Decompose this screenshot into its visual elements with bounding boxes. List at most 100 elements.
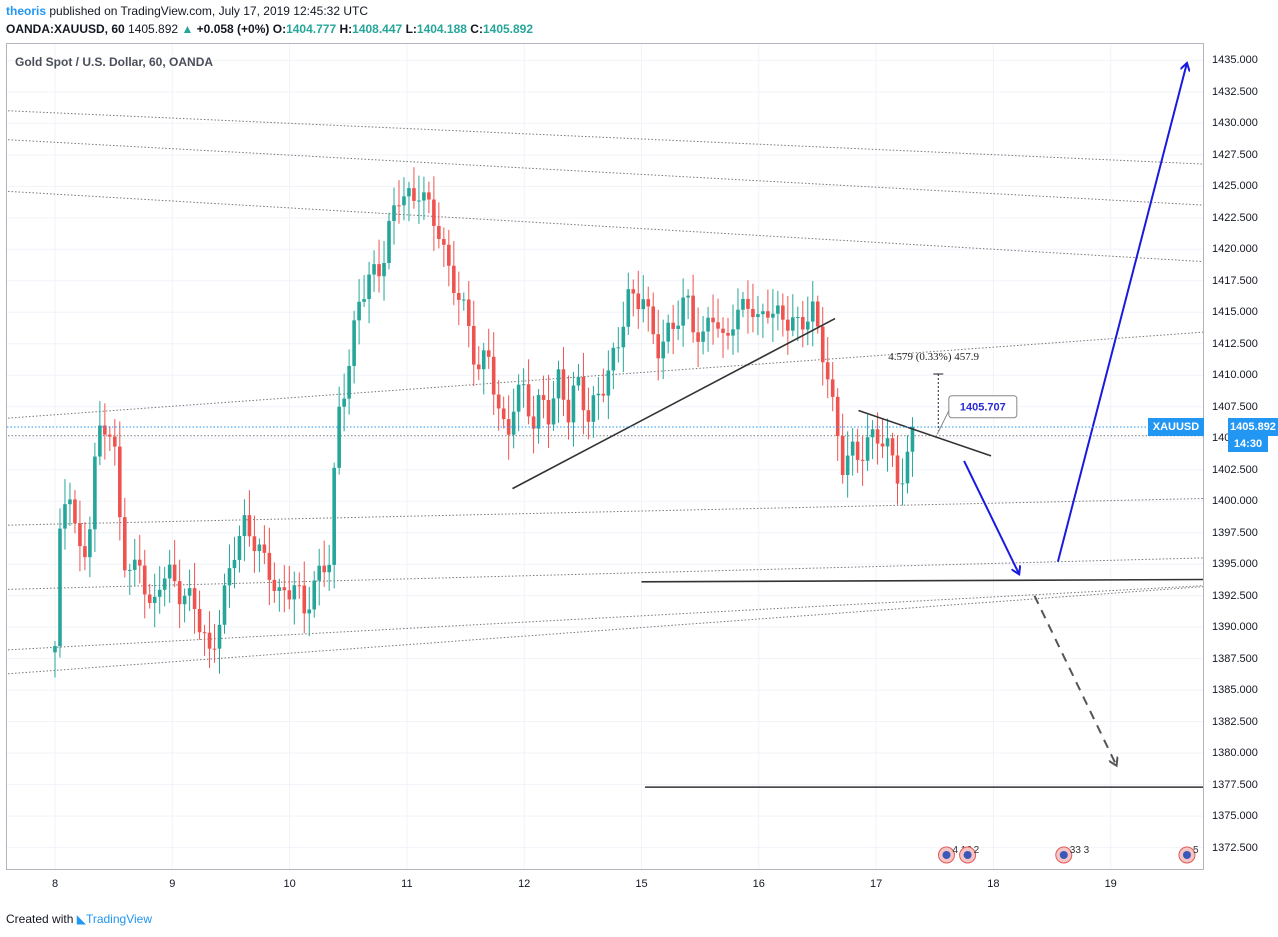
candle — [576, 377, 581, 386]
channel-line — [8, 139, 1203, 206]
candle — [237, 536, 242, 560]
price-tick-label: 1380.000 — [1212, 747, 1258, 760]
candle — [347, 365, 351, 399]
time-tick-label: 8 — [51, 878, 59, 890]
price-tick-label: 1422.500 — [1212, 211, 1258, 224]
brand-label[interactable]: TradingView — [85, 912, 152, 926]
candle — [840, 435, 845, 476]
publisher-user[interactable]: theoris — [6, 4, 47, 18]
candle — [671, 322, 675, 329]
candle — [252, 536, 257, 552]
candle — [766, 311, 770, 318]
candle — [412, 188, 416, 201]
callout-text: 1405.707 — [960, 402, 1006, 414]
candle — [756, 314, 760, 318]
price-chart[interactable]: Gold Spot / U.S. Dollar, 60, OANDA 4.579 … — [7, 44, 1203, 869]
candle — [103, 425, 107, 435]
candle — [890, 438, 895, 456]
price-tick-label: 1427.500 — [1212, 148, 1258, 161]
candle — [796, 317, 800, 319]
price-tick-label: 1430.000 — [1212, 117, 1258, 130]
candle — [113, 436, 117, 447]
time-tick-label: 15 — [635, 878, 648, 890]
candle — [342, 398, 346, 407]
candle — [362, 299, 366, 302]
price-tick-label: 1420.000 — [1212, 243, 1258, 256]
price-tick-label: 1375.000 — [1212, 810, 1258, 823]
candle — [736, 309, 740, 330]
candle — [247, 515, 252, 537]
candle — [242, 515, 247, 537]
candle — [606, 370, 611, 396]
candle — [202, 632, 207, 634]
candle — [312, 580, 317, 610]
candle — [452, 265, 456, 293]
time-axis[interactable]: 8 9 10 11 12 15 16 17 18 19 — [6, 870, 1204, 900]
candle — [471, 325, 476, 365]
candle — [810, 301, 815, 322]
candle — [496, 394, 501, 409]
candle — [73, 499, 77, 524]
candle — [895, 455, 900, 484]
price-axis[interactable]: 1435.000 1432.500 1430.000 1427.500 1425.000… — [1204, 43, 1278, 870]
candle — [322, 565, 327, 573]
channel-line — [8, 498, 1203, 526]
candle — [855, 441, 860, 460]
candle — [197, 608, 202, 633]
candle — [137, 559, 142, 566]
candle — [292, 585, 297, 600]
candle — [791, 317, 795, 331]
channel-line — [8, 585, 1203, 651]
price-badge: 1405.892 — [1228, 418, 1278, 436]
high-label: H: — [339, 22, 353, 36]
candle — [641, 299, 646, 310]
up-arrow — [1056, 63, 1187, 562]
candle — [491, 356, 496, 395]
candle — [541, 395, 546, 400]
candle — [516, 384, 521, 412]
chart-title: Gold Spot / U.S. Dollar, 60, OANDA — [15, 55, 213, 69]
candle — [277, 587, 282, 591]
candle — [900, 483, 905, 485]
dashed-down-arrow — [1033, 595, 1116, 766]
candle — [626, 289, 631, 327]
time-tick-label: 10 — [283, 878, 296, 890]
channel-line — [8, 557, 1203, 590]
candle — [317, 565, 322, 581]
candle — [845, 455, 850, 476]
up-triangle-icon: ▲ — [181, 22, 194, 36]
chart-plot-area[interactable]: Gold Spot / U.S. Dollar, 60, OANDA 4.579 … — [6, 43, 1204, 870]
candle — [910, 427, 915, 452]
candle — [307, 609, 312, 614]
support-line — [641, 578, 1203, 583]
candle — [422, 192, 426, 201]
candle — [865, 437, 870, 461]
candle — [93, 456, 97, 530]
candle — [531, 416, 536, 429]
candle — [327, 564, 331, 573]
candle — [83, 546, 87, 558]
candle — [656, 334, 661, 359]
candle — [78, 523, 82, 547]
candle — [611, 347, 616, 371]
low-label: L: — [405, 22, 417, 36]
rising-trendline — [512, 317, 836, 490]
candle — [776, 305, 780, 314]
candle — [407, 188, 411, 197]
candle — [805, 321, 810, 330]
candle — [108, 434, 112, 437]
candle — [53, 646, 57, 653]
down-arrow — [963, 460, 1019, 574]
flag-icon — [942, 851, 951, 859]
candle — [875, 429, 880, 444]
candle — [332, 467, 336, 565]
candle — [442, 239, 446, 245]
callout-box — [948, 395, 1018, 419]
candle — [556, 369, 561, 399]
candle — [786, 319, 790, 331]
candle — [63, 504, 67, 529]
channel-line — [8, 586, 1203, 675]
candle — [696, 332, 700, 342]
candle — [217, 624, 222, 649]
footer: Created with ◣TradingView — [6, 912, 152, 926]
